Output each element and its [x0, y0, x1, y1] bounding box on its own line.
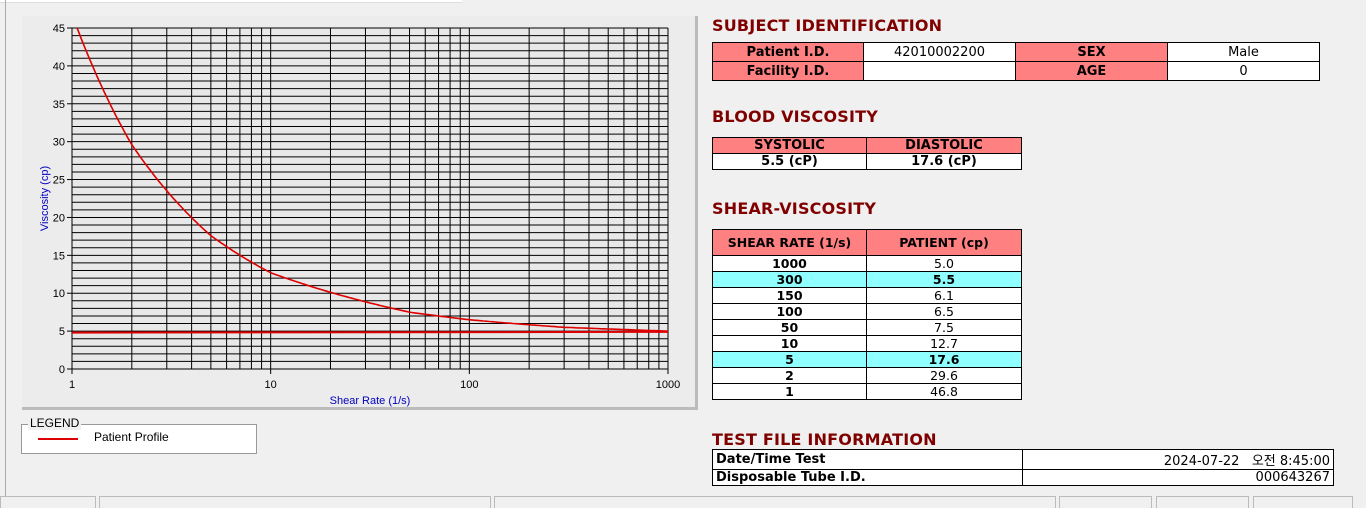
blood-table: SYSTOLIC DIASTOLIC 5.5 (cP) 17.6 (cP): [712, 137, 1022, 170]
diastolic-label: DIASTOLIC: [866, 137, 1022, 154]
patient-value-cell: 17.6: [866, 351, 1022, 368]
diastolic-value: 17.6 (cP): [866, 153, 1022, 170]
tube-value: 000643267: [1022, 469, 1334, 486]
y-tick-label: 0: [59, 364, 65, 376]
shear-table: SHEAR RATE (1/s) PATIENT (cp) 1000 5.0 300 5…: [712, 229, 1022, 400]
viscosity-chart: 0 5 10 15 20 25 30 35 40 45 1 10 100 1000 Shear Rate (…: [39, 23, 680, 407]
shear-rate-cell: 300: [712, 271, 867, 288]
plot-area: [72, 28, 668, 369]
x-tick-label: 100: [460, 379, 478, 391]
patient-profile-curve: [76, 28, 668, 332]
status-segment: [494, 496, 1056, 508]
legend-swatch: [38, 438, 78, 440]
y-tick-label: 10: [53, 288, 65, 300]
sex-label: SEX: [1015, 42, 1168, 62]
shear-rate-cell: 100: [712, 303, 867, 320]
shear-row: 100 6.5: [712, 303, 1022, 320]
patient-id-label: Patient I.D.: [712, 42, 864, 62]
shear-rate-cell: 50: [712, 319, 867, 336]
blood-title: BLOOD VISCOSITY: [712, 107, 879, 126]
patient-header: PATIENT (cp): [866, 229, 1022, 256]
y-tick-label: 20: [53, 212, 65, 224]
shear-rate-cell: 10: [712, 335, 867, 352]
systolic-value: 5.5 (cP): [712, 153, 867, 170]
shear-row: 300 5.5: [712, 271, 1022, 288]
patient-value-cell: 5.5: [866, 271, 1022, 288]
subject-table: Patient I.D. 42010002200 SEX Male Facility …: [712, 42, 1320, 81]
sex-value: Male: [1167, 42, 1320, 62]
patient-value-cell: 5.0: [866, 255, 1022, 272]
y-tick-label: 5: [59, 326, 65, 338]
subject-title: SUBJECT IDENTIFICATION: [712, 16, 943, 35]
y-axis-label: Viscosity (cp): [39, 166, 51, 231]
patient-id-value: 42010002200: [863, 42, 1016, 62]
shear-title: SHEAR-VISCOSITY: [712, 199, 877, 218]
legend-title: LEGEND: [28, 416, 82, 430]
y-tick-label: 40: [53, 61, 65, 73]
shear-row: 150 6.1: [712, 287, 1022, 304]
shear-rate-cell: 5: [712, 351, 867, 368]
shear-rate-cell: 2: [712, 367, 867, 384]
y-tick-label: 25: [53, 175, 65, 187]
testfile-table: Date/Time Test 2024-07-22 오전 8:45:00 Disp…: [712, 449, 1334, 486]
date-value: 2024-07-22 오전 8:45:00: [1022, 449, 1334, 470]
patient-value-cell: 7.5: [866, 319, 1022, 336]
y-tick-label: 15: [53, 250, 65, 262]
tube-label: Disposable Tube I.D.: [712, 469, 1023, 486]
facility-id-value: [863, 61, 1016, 81]
y-tick-label: 30: [53, 137, 65, 149]
shear-rate-cell: 1000: [712, 255, 867, 272]
viscosity-chart-panel: 0 5 10 15 20 25 30 35 40 45 1 10 100 1000 Shear Rate (…: [22, 16, 698, 410]
x-axis-label: Shear Rate (1/s): [330, 395, 411, 407]
legend-box: LEGEND Patient Profile: [21, 416, 257, 454]
shear-rate-cell: 150: [712, 287, 867, 304]
shear-rate-header: SHEAR RATE (1/s): [712, 229, 867, 256]
status-segment: [1156, 496, 1249, 508]
shear-rate-cell: 1: [712, 383, 867, 400]
facility-id-label: Facility I.D.: [712, 61, 864, 81]
testfile-title: TEST FILE INFORMATION: [712, 430, 937, 449]
x-tick-label: 1: [69, 379, 75, 391]
shear-row: 2 29.6: [712, 367, 1022, 384]
x-tick-label: 10: [265, 379, 277, 391]
status-segment: [0, 496, 96, 508]
age-value: 0: [1167, 61, 1320, 81]
baseline-series-line: [71, 330, 669, 334]
shear-row: 5 17.6: [712, 351, 1022, 368]
shear-row: 1 46.8: [712, 383, 1022, 400]
age-label: AGE: [1015, 61, 1168, 81]
systolic-label: SYSTOLIC: [712, 137, 867, 154]
patient-value-cell: 29.6: [866, 367, 1022, 384]
patient-value-cell: 6.1: [866, 287, 1022, 304]
shear-row: 1000 5.0: [712, 255, 1022, 272]
status-segment: [1059, 496, 1152, 508]
date-label: Date/Time Test: [712, 449, 1023, 470]
legend-item: Patient Profile: [94, 430, 169, 444]
patient-value-cell: 46.8: [866, 383, 1022, 400]
left-border: [5, 0, 6, 496]
patient-value-cell: 6.5: [866, 303, 1022, 320]
patient-value-cell: 12.7: [866, 335, 1022, 352]
y-tick-label: 35: [53, 99, 65, 111]
shear-row: 50 7.5: [712, 319, 1022, 336]
top-bar: [0, 0, 462, 3]
shear-row: 10 12.7: [712, 335, 1022, 352]
x-tick-label: 1000: [656, 379, 680, 391]
status-segment: [1253, 496, 1353, 508]
status-segment: [99, 496, 491, 508]
y-tick-label: 45: [53, 23, 65, 35]
